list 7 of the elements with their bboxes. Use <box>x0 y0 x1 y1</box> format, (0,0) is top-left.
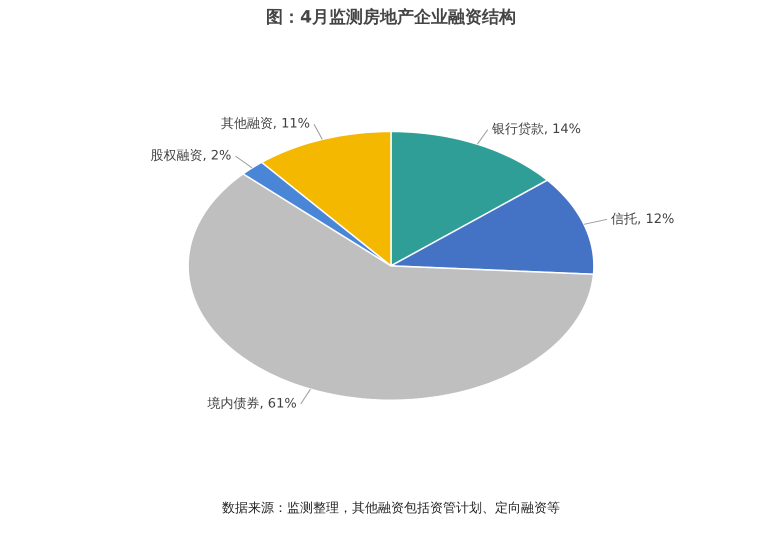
chart-title: 图：4月监测房地产企业融资结构 <box>266 8 516 28</box>
source-note: 数据来源：监测整理，其他融资包括资管计划、定向融资等 <box>222 501 560 516</box>
slice-label: 境内债券, 61% <box>206 395 297 412</box>
slice-label: 银行贷款, 14% <box>490 122 581 138</box>
slice-label: 股权融资, 2% <box>150 148 232 164</box>
slice-label: 信托, 12% <box>611 212 674 227</box>
slice-label: 其他融资, 11% <box>220 116 310 132</box>
